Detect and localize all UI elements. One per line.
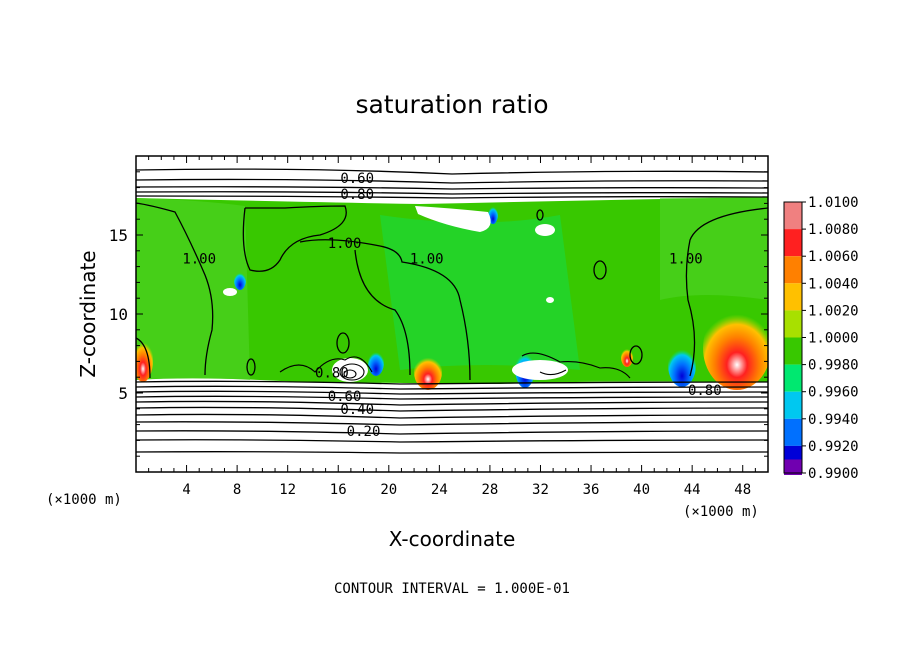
- contour-label: 0.80: [315, 365, 349, 381]
- colorbar-label: 1.0040: [808, 276, 859, 292]
- colorbar: 1.0100 1.0080 1.0060 1.0040 1.0020 1.0000 0.99…: [783, 195, 859, 482]
- colorbar-swatch: [784, 337, 802, 365]
- contour-label: 1.00: [410, 252, 444, 268]
- y-axis-label: Z-coordinate: [76, 250, 100, 377]
- colorbar-label: 0.9900: [808, 466, 859, 482]
- x-tick-label: 24: [431, 482, 448, 498]
- contour-label: 0.40: [340, 402, 374, 418]
- x-tick-label: 16: [330, 482, 347, 498]
- contour-label: 1.00: [182, 252, 216, 268]
- y-tick-label: 10: [109, 305, 128, 324]
- x-tick-label: 40: [633, 482, 650, 498]
- colorbar-label: 0.9960: [808, 385, 859, 401]
- contour-label: 1.00: [669, 252, 703, 268]
- upper-contours: [136, 168, 768, 199]
- x-tick-label: 36: [583, 482, 600, 498]
- colorbar-swatch: [784, 391, 802, 419]
- contour-label: 0.60: [328, 389, 362, 405]
- colorbar-label: 0.9920: [808, 439, 859, 455]
- contour-lines-0.80: [279, 352, 631, 381]
- colorbar-label: 1.0060: [808, 249, 859, 265]
- x-axis: 4 8 12 16 20 24 28 32 36 40 44 48: [148, 156, 756, 498]
- colorbar-swatch: [784, 202, 802, 230]
- contour-interval-note: CONTOUR INTERVAL = 1.000E-01: [334, 581, 570, 597]
- colorbar-swatch: [784, 283, 802, 311]
- contour-label: 0.60: [340, 171, 374, 187]
- colorbar-swatch: [784, 459, 802, 475]
- colorbar-label: 1.0100: [808, 195, 859, 211]
- x-axis-label: X-coordinate: [389, 527, 516, 551]
- colorbar-swatch: [784, 310, 802, 338]
- y-tick-label: 5: [118, 384, 128, 403]
- colorbar-label: 1.0020: [808, 303, 859, 319]
- contour-label: 0.80: [340, 187, 374, 203]
- x-tick-label: 28: [481, 482, 498, 498]
- colorbar-label: 0.9940: [808, 412, 859, 428]
- x-tick-label: 20: [380, 482, 397, 498]
- colorbar-label: 1.0000: [808, 331, 859, 347]
- colorbar-swatch: [784, 418, 802, 446]
- colorbar-swatch: [784, 229, 802, 257]
- contour-label: 1.00: [328, 236, 362, 252]
- colorbar-swatch: [784, 364, 802, 392]
- contour-labels: 0.600.801.001.001.00 1.000.800.600.400.20…: [182, 171, 722, 440]
- x-tick-label: 48: [734, 482, 751, 498]
- lower-contours: [136, 380, 768, 454]
- x-tick-label: 44: [684, 482, 701, 498]
- plot-field: [136, 168, 768, 454]
- z-unit-label: (×1000 m): [46, 492, 122, 508]
- x-tick-label: 32: [532, 482, 549, 498]
- contour-lines-1.00: [136, 202, 768, 381]
- x-tick-label: 4: [182, 482, 190, 498]
- contour-label: 0.80: [688, 383, 722, 399]
- x-tick-label: 12: [279, 482, 296, 498]
- x-unit-label: (×1000 m): [683, 504, 759, 520]
- contour-label: 0.20: [347, 424, 381, 440]
- y-tick-label: 15: [109, 226, 128, 245]
- y-axis: 5 10 15: [109, 171, 768, 457]
- colorbar-label: 1.0080: [808, 222, 859, 238]
- x-tick-label: 8: [233, 482, 241, 498]
- chart-title: saturation ratio: [355, 90, 548, 119]
- colorbar-label: 0.9980: [808, 358, 859, 374]
- colorbar-swatch: [784, 256, 802, 284]
